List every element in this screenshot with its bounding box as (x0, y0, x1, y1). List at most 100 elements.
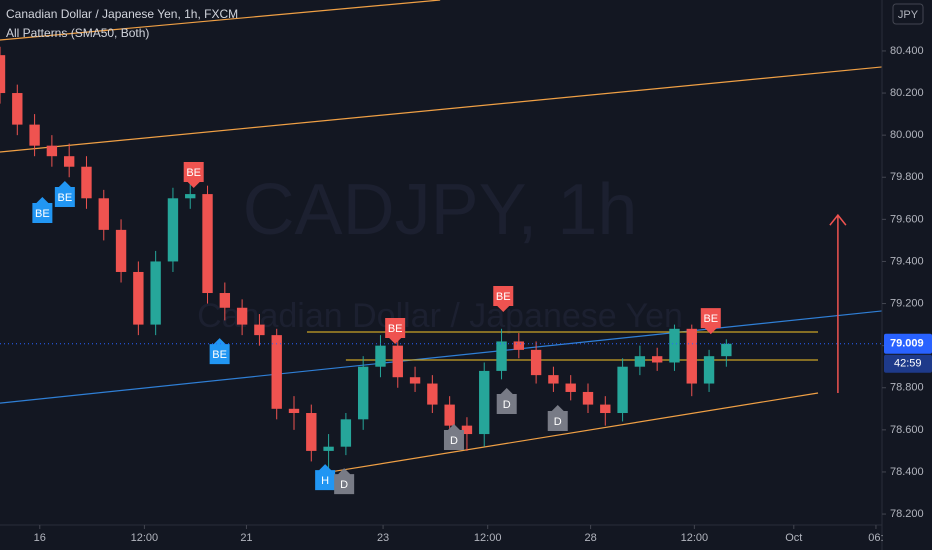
candle-body (530, 349, 542, 376)
candle-body (0, 55, 6, 94)
x-tick-label: 12:00 (474, 532, 502, 544)
pattern-marker (385, 317, 406, 344)
pattern-label: H (321, 475, 329, 487)
pattern-label: BE (212, 349, 227, 361)
y-tick-label: 78.200 (890, 508, 924, 520)
pattern-label: D (340, 479, 348, 491)
candle-body (46, 145, 58, 157)
currency: JPY (898, 9, 919, 21)
indicator-name: All Patterns (SMA50, Both) (6, 26, 149, 40)
pattern-label: D (554, 416, 562, 428)
y-tick-label: 78.600 (890, 424, 924, 436)
y-tick-label: 78.800 (890, 382, 924, 394)
pattern-marker (547, 405, 568, 432)
pattern-marker (32, 197, 53, 224)
candle-body (167, 198, 179, 262)
y-tick-label: 79.400 (890, 255, 924, 267)
pattern-marker (334, 468, 355, 495)
y-tick-label: 78.400 (890, 466, 924, 478)
candle-body (150, 261, 161, 325)
candle-body (427, 383, 438, 405)
x-tick-label: Oct (785, 532, 802, 544)
candle-body (254, 324, 265, 336)
candle-body (617, 366, 628, 414)
candle-body (634, 356, 646, 367)
candle-body (651, 356, 663, 363)
candle-body (409, 377, 421, 384)
chart-title: Canadian Dollar / Japanese Yen, 1h, FXCM (6, 7, 238, 21)
pattern-marker (493, 285, 514, 312)
candle-body (340, 419, 352, 447)
pattern-label: BE (496, 291, 511, 303)
y-tick-label: 80.000 (890, 129, 924, 141)
pattern-label: BE (58, 192, 73, 204)
candle-body (444, 404, 455, 426)
candle-body (565, 383, 576, 392)
candle-body (306, 413, 317, 451)
candle-body (513, 341, 525, 350)
candle-body (185, 194, 196, 199)
trend-line (330, 392, 819, 473)
x-tick-label: 28 (584, 532, 596, 544)
trend-line (0, 310, 882, 404)
candle-body (288, 408, 300, 414)
trend-line (0, 66, 882, 153)
candle-body (98, 198, 109, 230)
pattern-label: BE (186, 167, 201, 179)
candle-body (686, 328, 697, 384)
pattern-label: BE (35, 208, 50, 220)
currency-box[interactable] (892, 3, 924, 25)
pattern-marker (443, 423, 464, 450)
pattern-marker (700, 308, 721, 335)
candle-body (323, 446, 334, 451)
pattern-marker (183, 161, 204, 188)
watermark: CADJPY, 1h Canadian Dollar / Japanese Ye… (197, 170, 683, 335)
countdown-box (884, 354, 932, 373)
candle-body (479, 370, 490, 435)
y-tick-label: 79.600 (890, 213, 924, 225)
candle-body (548, 375, 559, 384)
y-tick-label: 80.400 (890, 45, 924, 57)
watermark-name: Canadian Dollar / Japanese Yen (197, 297, 683, 335)
candle-body (81, 166, 92, 199)
candle-body (496, 341, 507, 371)
x-tick-label: 21 (240, 532, 252, 544)
x-tick-label: 12:00 (131, 532, 159, 544)
candle-body (271, 335, 282, 409)
countdown: 42:59 (894, 358, 922, 370)
pattern-label: D (450, 435, 458, 447)
pattern-label: BE (703, 313, 718, 325)
candle-body (703, 356, 715, 384)
candle-body (133, 271, 144, 325)
candle-body (461, 425, 473, 435)
candle-body (357, 366, 369, 420)
trend-line (0, 0, 441, 41)
pattern-marker (54, 181, 75, 208)
candle-body (63, 156, 75, 167)
arrow (829, 213, 847, 394)
pattern-label: D (503, 399, 511, 411)
watermark-symbol: CADJPY, 1h (243, 170, 638, 250)
candle-body (582, 391, 594, 405)
pattern-label: BE (388, 323, 403, 335)
candle-body (721, 343, 732, 357)
candle-body (375, 345, 386, 367)
candle-body (115, 229, 127, 272)
candle-body (12, 93, 23, 125)
x-tick-label: 12:00 (681, 532, 709, 544)
candle-body (600, 404, 611, 414)
pattern-marker (209, 338, 230, 365)
candle-body (202, 194, 213, 294)
candle-body (236, 307, 248, 325)
x-tick-label: 06: (868, 532, 883, 544)
candle-body (219, 293, 231, 308)
last-price-label: 79.009 (890, 338, 924, 350)
last-price-box (884, 333, 932, 354)
pattern-marker (315, 464, 336, 491)
candle-body (392, 345, 403, 378)
y-tick-label: 79.200 (890, 297, 924, 309)
y-tick-label: 80.200 (890, 87, 924, 99)
